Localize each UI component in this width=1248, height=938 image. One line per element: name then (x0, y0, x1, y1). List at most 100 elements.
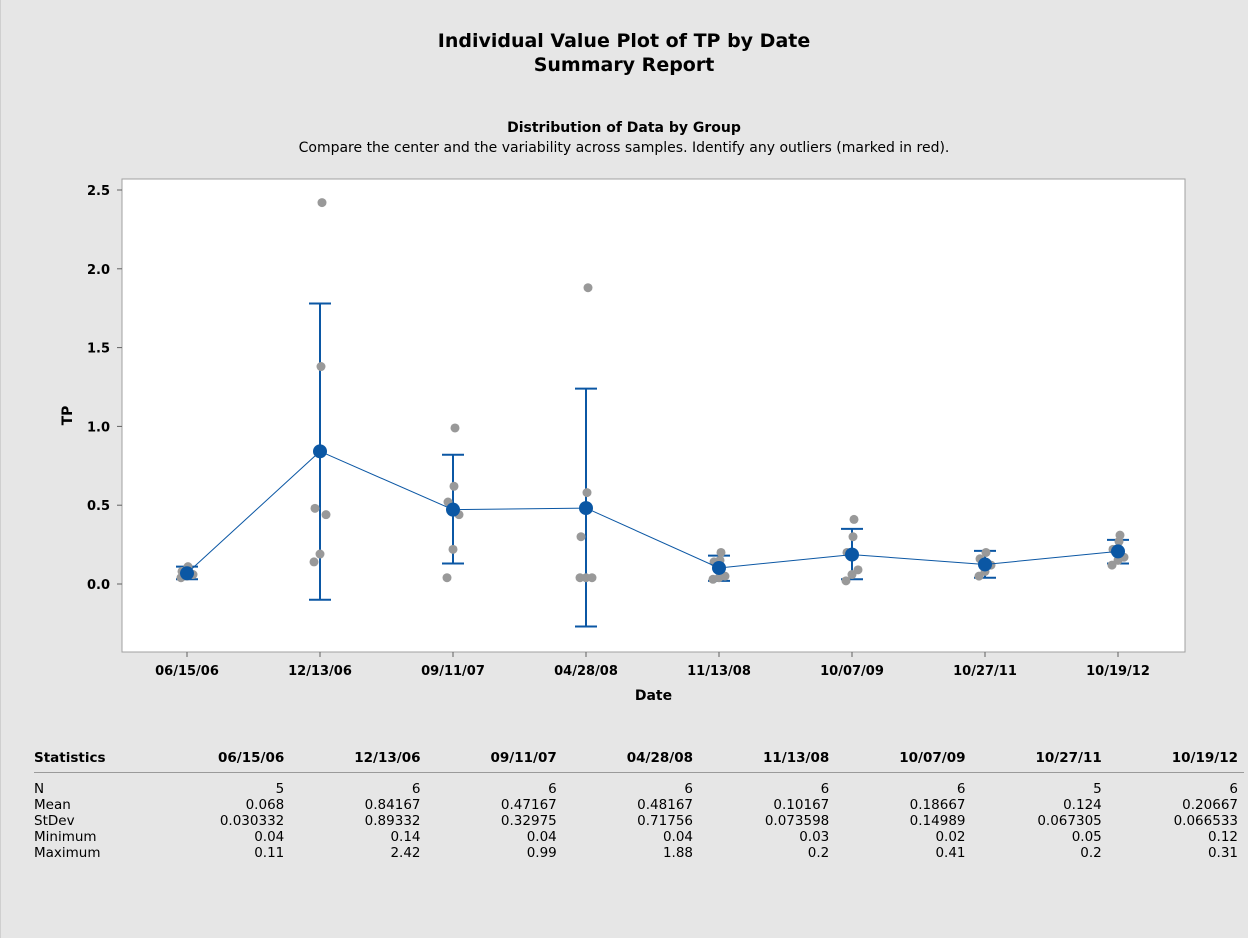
data-point (716, 547, 726, 557)
statistics-cell: 0.32975 (500, 813, 557, 829)
statistics-cell: 0.11 (254, 845, 285, 861)
report-subtitle: Summary Report (533, 54, 715, 76)
statistics-column-header: 10/19/12 (1107, 750, 1244, 773)
statistics-cell: 0.48167 (637, 797, 693, 813)
x-tick-label: 04/28/08 (554, 664, 618, 679)
statistics-cell: 0.20667 (1182, 797, 1238, 813)
statistics-cell: 0.124 (1063, 797, 1102, 813)
x-tick-label: 09/11/07 (421, 664, 485, 679)
statistics-cell: 6 (548, 781, 557, 797)
x-tick-label: 12/13/06 (288, 664, 352, 679)
statistics-cell: 2.42 (390, 845, 421, 861)
y-tick-label: 2.0 (87, 263, 110, 278)
data-point (849, 514, 859, 524)
mean-connect-line (186, 450, 1119, 574)
mean-marker (712, 560, 726, 575)
data-point (582, 488, 592, 498)
y-tick-label: 2.5 (87, 184, 110, 199)
statistics-cell: 0.71756 (637, 813, 693, 829)
data-point (841, 576, 851, 586)
data-point (310, 503, 320, 513)
data-point (317, 198, 327, 208)
y-axis: 0.0 0.5 1.0 1.5 2.0 2.5 (87, 184, 122, 593)
statistics-cell: 0.066533 (1173, 813, 1238, 829)
x-tick-label: 06/15/06 (155, 664, 219, 679)
statistics-row-label: Maximum (34, 845, 101, 861)
data-point (316, 362, 326, 372)
statistics-column-header: 10/07/09 (835, 750, 972, 773)
statistics-cell: 0.2 (807, 845, 830, 861)
statistics-row-label: StDev (34, 813, 75, 829)
data-point (1115, 530, 1125, 540)
x-tick-label: 11/13/08 (687, 664, 751, 679)
data-point (315, 549, 325, 559)
statistics-cell: 0.073598 (764, 813, 830, 829)
statistics-cell: 0.030332 (219, 813, 285, 829)
data-point (309, 557, 319, 567)
statistics-row-label: Minimum (34, 829, 97, 845)
statistics-cell: 1.88 (662, 845, 693, 861)
statistics-cell: 0.10167 (773, 797, 830, 813)
data-point (587, 573, 597, 583)
data-point (449, 481, 459, 491)
mean-marker (446, 502, 460, 517)
x-tick-label: 10/07/09 (820, 664, 884, 679)
statistics-cell: 0.04 (662, 829, 693, 845)
mean-marker (579, 501, 593, 516)
statistics-header-row: Statistics 06/15/06 12/13/06 09/11/07 04/28… (34, 750, 1244, 773)
statistics-cell: 0.14 (390, 829, 421, 845)
statistics-column-header: 12/13/06 (290, 750, 427, 773)
statistics-row: Minimum 0.04 0.14 0.04 0.04 0.03 0.02 0.05 0.12 (34, 829, 1244, 845)
statistics-cell: 0.89332 (364, 813, 421, 829)
statistics-cell: 0.04 (254, 829, 285, 845)
statistics-row: Maximum 0.11 2.42 0.99 1.88 0.2 0.41 0.2 0.31 (34, 845, 1244, 861)
statistics-column-header: 06/15/06 (154, 750, 291, 773)
section-title: Distribution of Data by Group (507, 120, 741, 136)
statistics-column-header: 11/13/08 (699, 750, 836, 773)
statistics-cell: 5 (275, 781, 285, 797)
data-point (848, 532, 858, 542)
statistics-row: N 5 6 6 6 6 6 5 6 (34, 781, 1244, 797)
plot-area (121, 178, 1186, 653)
statistics-row: Mean 0.068 0.84167 0.47167 0.48167 0.10167 0.1… (34, 797, 1244, 813)
x-tick-label: 10/19/12 (1086, 664, 1150, 679)
mean-markers (180, 444, 1125, 581)
y-axis-label: TP (60, 406, 76, 426)
statistics-cell: 0.2 (1080, 845, 1102, 861)
statistics-cell: 6 (1229, 781, 1238, 797)
x-axis-label: Date (635, 688, 672, 704)
statistics-cell: 0.31 (1207, 845, 1238, 861)
mean-marker (1111, 544, 1125, 559)
statistics-cell: 0.41 (935, 845, 966, 861)
statistics-row-label: Mean (34, 797, 71, 813)
mean-marker (313, 444, 327, 459)
statistics-cell: 0.14989 (909, 813, 966, 829)
statistics-cell: 0.02 (935, 829, 966, 845)
statistics-cell: 5 (1093, 781, 1102, 797)
statistics-cell: 0.068 (245, 797, 285, 813)
statistics-cell: 0.47167 (500, 797, 557, 813)
statistics-column-header: 04/28/08 (562, 750, 699, 773)
mean-marker (978, 557, 992, 572)
statistics-cell: 0.84167 (364, 797, 421, 813)
report-title: Individual Value Plot of TP by Date (437, 30, 811, 52)
data-point (442, 573, 452, 583)
statistics-cell: 0.05 (1071, 829, 1102, 845)
data-point (450, 423, 460, 433)
x-tick-label: 10/27/11 (953, 664, 1017, 679)
statistics-row: StDev 0.030332 0.89332 0.32975 0.71756 0.0735… (34, 813, 1244, 829)
section-subtitle: Compare the center and the variability a… (298, 140, 950, 156)
statistics-column-header: 10/27/11 (971, 750, 1108, 773)
individual-value-plot: 0.0 0.5 1.0 1.5 2.0 2.5 06/15/06 12/13/06 09/11… (60, 178, 1186, 704)
data-point (448, 544, 458, 554)
data-point (583, 283, 593, 293)
y-tick-label: 0.0 (87, 578, 110, 593)
statistics-column-header: 09/11/07 (426, 750, 563, 773)
y-tick-label: 1.5 (87, 342, 110, 357)
statistics-cell: 0.03 (799, 829, 830, 845)
statistics-cell: 6 (411, 781, 421, 797)
statistics-cell: 0.99 (526, 845, 557, 861)
statistics-row-label: N (34, 781, 45, 797)
statistics-cell: 6 (684, 781, 693, 797)
